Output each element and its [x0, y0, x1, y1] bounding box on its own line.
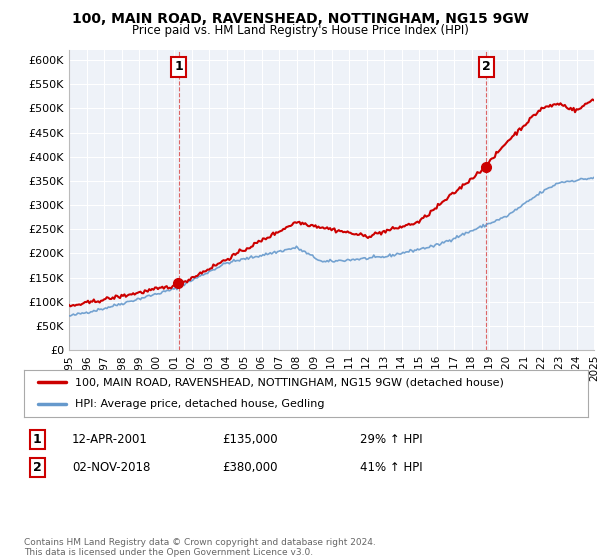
Text: HPI: Average price, detached house, Gedling: HPI: Average price, detached house, Gedl…	[75, 399, 324, 409]
Text: 29% ↑ HPI: 29% ↑ HPI	[360, 433, 422, 446]
Text: 1: 1	[33, 433, 42, 446]
Text: Price paid vs. HM Land Registry's House Price Index (HPI): Price paid vs. HM Land Registry's House …	[131, 24, 469, 37]
Text: £380,000: £380,000	[222, 461, 277, 474]
Text: £135,000: £135,000	[222, 433, 278, 446]
Text: 2: 2	[482, 60, 491, 73]
Text: 100, MAIN ROAD, RAVENSHEAD, NOTTINGHAM, NG15 9GW: 100, MAIN ROAD, RAVENSHEAD, NOTTINGHAM, …	[71, 12, 529, 26]
Text: 41% ↑ HPI: 41% ↑ HPI	[360, 461, 422, 474]
Text: 100, MAIN ROAD, RAVENSHEAD, NOTTINGHAM, NG15 9GW (detached house): 100, MAIN ROAD, RAVENSHEAD, NOTTINGHAM, …	[75, 377, 503, 388]
Text: 12-APR-2001: 12-APR-2001	[72, 433, 148, 446]
Text: 1: 1	[175, 60, 183, 73]
Text: 02-NOV-2018: 02-NOV-2018	[72, 461, 151, 474]
Text: 2: 2	[33, 461, 42, 474]
Text: Contains HM Land Registry data © Crown copyright and database right 2024.
This d: Contains HM Land Registry data © Crown c…	[24, 538, 376, 557]
